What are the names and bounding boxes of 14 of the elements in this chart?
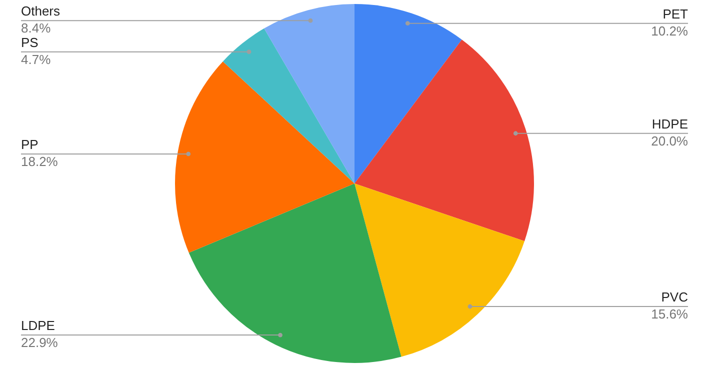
data-label: 4.7%: [21, 52, 52, 67]
data-label: 18.2%: [21, 154, 58, 170]
slice-label: HDPE: [652, 116, 688, 132]
data-label: 22.9%: [21, 335, 58, 350]
slice-label: PP: [21, 137, 38, 152]
data-label: 15.6%: [651, 306, 688, 322]
slice-label: PET: [662, 6, 688, 22]
slice-label: Others: [21, 4, 61, 19]
data-label: 8.4%: [21, 20, 52, 36]
data-label: 10.2%: [651, 23, 688, 38]
slice-label: PS: [21, 34, 39, 50]
slice-label: PVC: [661, 290, 688, 305]
slice-label: LDPE: [21, 318, 56, 334]
data-label: 20.0%: [651, 133, 688, 148]
